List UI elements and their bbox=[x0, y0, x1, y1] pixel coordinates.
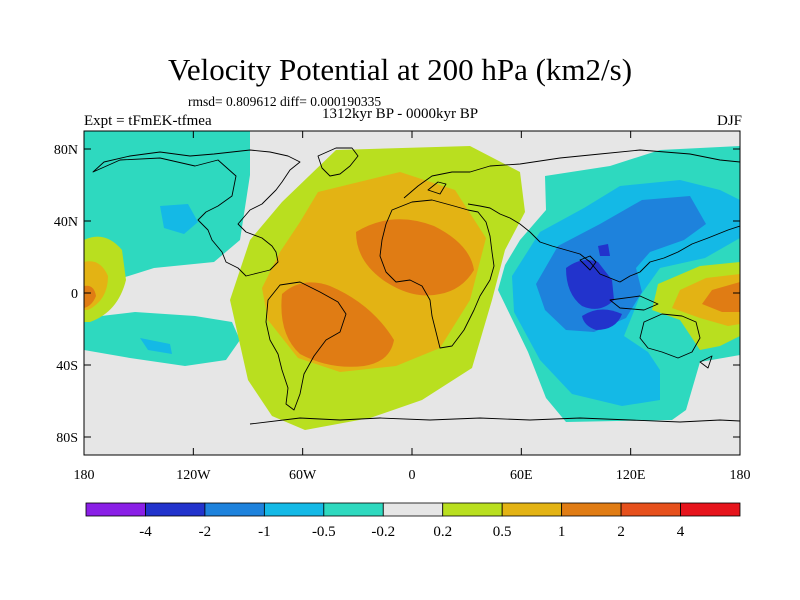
negative-field bbox=[566, 260, 614, 309]
x-tick-label: 120W bbox=[176, 468, 211, 483]
colorbar-label: 0.2 bbox=[433, 524, 452, 540]
x-tick-label: 60E bbox=[510, 468, 533, 483]
x-tick-label: 180 bbox=[74, 468, 95, 483]
positive-field bbox=[281, 282, 394, 367]
colorbar-swatch bbox=[85, 502, 146, 517]
colorbar-label: -1 bbox=[258, 524, 271, 540]
season-label: DJF bbox=[716, 113, 742, 129]
colorbar-swatch bbox=[145, 502, 206, 517]
positive-field bbox=[702, 282, 740, 312]
colorbar-label: 0.5 bbox=[493, 524, 512, 540]
y-tick-label: 40N bbox=[54, 215, 78, 230]
colorbar-swatch bbox=[442, 502, 503, 517]
eurasia-coast bbox=[403, 149, 740, 283]
colorbar-label: -2 bbox=[199, 524, 212, 540]
colorbar-label: -0.2 bbox=[371, 524, 395, 540]
x-tick-label: 180 bbox=[730, 468, 751, 483]
chart-title: Velocity Potential at 200 hPa (km2/s) bbox=[167, 52, 633, 87]
india-coast bbox=[579, 255, 597, 271]
colorbar-swatch bbox=[382, 502, 444, 517]
new-zealand-coast bbox=[699, 355, 713, 369]
x-tick-label: 120E bbox=[616, 468, 646, 483]
period-line: 1312kyr BP - 0000kyr BP bbox=[321, 106, 479, 122]
y-tick-label: 80N bbox=[54, 143, 78, 158]
antarctica-coast bbox=[249, 417, 740, 425]
axes: 180 120W 60W 0 60E 120E 180 80N 40N 0 40S 80S bbox=[54, 131, 751, 483]
colorbar-swatch bbox=[323, 502, 384, 517]
colorbar-label: 1 bbox=[558, 524, 566, 540]
stats-line: rmsd= 0.809612 diff= 0.000190335 bbox=[188, 94, 382, 109]
colorbar-swatch bbox=[620, 502, 681, 517]
north-america-coast bbox=[92, 149, 301, 277]
south-america-coast bbox=[265, 281, 347, 411]
coastlines bbox=[92, 147, 740, 425]
colorbar-label: -4 bbox=[139, 524, 152, 540]
colorbar-swatch bbox=[204, 502, 265, 517]
colorbar-swatch bbox=[680, 502, 741, 517]
colorbar-label: -0.5 bbox=[312, 524, 336, 540]
greenland-coast bbox=[317, 147, 359, 177]
negative-field bbox=[160, 204, 198, 234]
indonesia-coast bbox=[609, 295, 659, 311]
negative-field bbox=[582, 309, 622, 330]
colorbar-swatch bbox=[561, 502, 622, 517]
positive-field bbox=[84, 285, 96, 308]
colorbar-swatch bbox=[501, 502, 563, 517]
australia-coast bbox=[639, 313, 701, 359]
y-tick-label: 80S bbox=[56, 431, 78, 446]
experiment-label: Expt = tFmEK-tfmea bbox=[84, 113, 212, 129]
europe-islands-coast bbox=[427, 181, 447, 195]
negative-field bbox=[598, 244, 610, 256]
colorbar-swatch bbox=[263, 502, 325, 517]
x-tick-label: 0 bbox=[409, 468, 416, 483]
colorbar-label: 4 bbox=[677, 524, 685, 540]
x-tick-label: 60W bbox=[289, 468, 317, 483]
negative-field bbox=[84, 312, 240, 366]
y-tick-label: 0 bbox=[71, 287, 78, 302]
negative-field bbox=[140, 338, 172, 354]
y-tick-label: 40S bbox=[56, 359, 78, 374]
colorbar-label: 2 bbox=[617, 524, 625, 540]
africa-coast bbox=[379, 199, 495, 349]
colorbar: -4 -2 -1 -0.5 -0.2 0.2 0.5 1 2 4 bbox=[85, 502, 741, 540]
positive-field bbox=[356, 219, 474, 296]
contour-fields bbox=[84, 131, 740, 455]
